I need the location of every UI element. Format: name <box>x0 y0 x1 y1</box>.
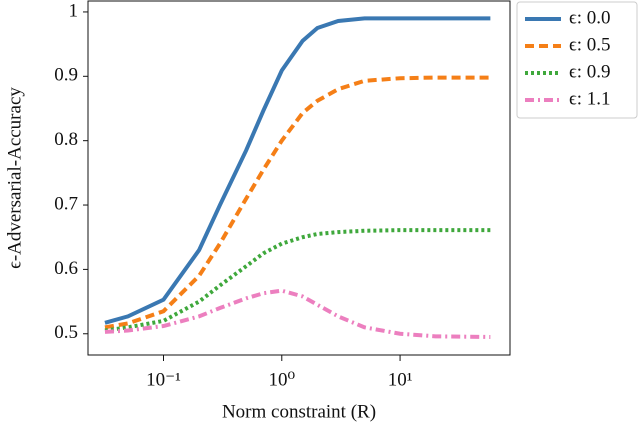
legend-label: ϵ: 0.9 <box>569 61 610 82</box>
data-line <box>104 75 491 330</box>
y-tick-label: 1 <box>69 0 79 21</box>
y-axis-label: ϵ-Adversarial-Accuracy <box>4 87 25 269</box>
x-tick-label: 10¹ <box>388 369 413 390</box>
legend-label: ϵ: 0.0 <box>569 7 610 28</box>
y-tick-label: 0.7 <box>54 193 78 214</box>
y-tick-label: 0.6 <box>54 258 78 279</box>
y-tick-label: 0.8 <box>54 129 78 150</box>
plot-frame <box>87 0 511 356</box>
legend-label: ϵ: 0.5 <box>569 34 610 55</box>
y-tick-label: 0.9 <box>54 65 78 86</box>
data-line <box>104 228 491 333</box>
legend-box <box>516 1 638 119</box>
x-axis-label: Norm constraint (R) <box>222 401 376 422</box>
data-line <box>104 16 491 325</box>
data-line <box>104 288 491 339</box>
y-tick-label: 0.5 <box>54 322 78 343</box>
x-tick-label: 10⁰ <box>268 369 295 390</box>
x-tick-label: 10⁻¹ <box>146 369 181 390</box>
legend-label: ϵ: 1.1 <box>569 88 610 109</box>
